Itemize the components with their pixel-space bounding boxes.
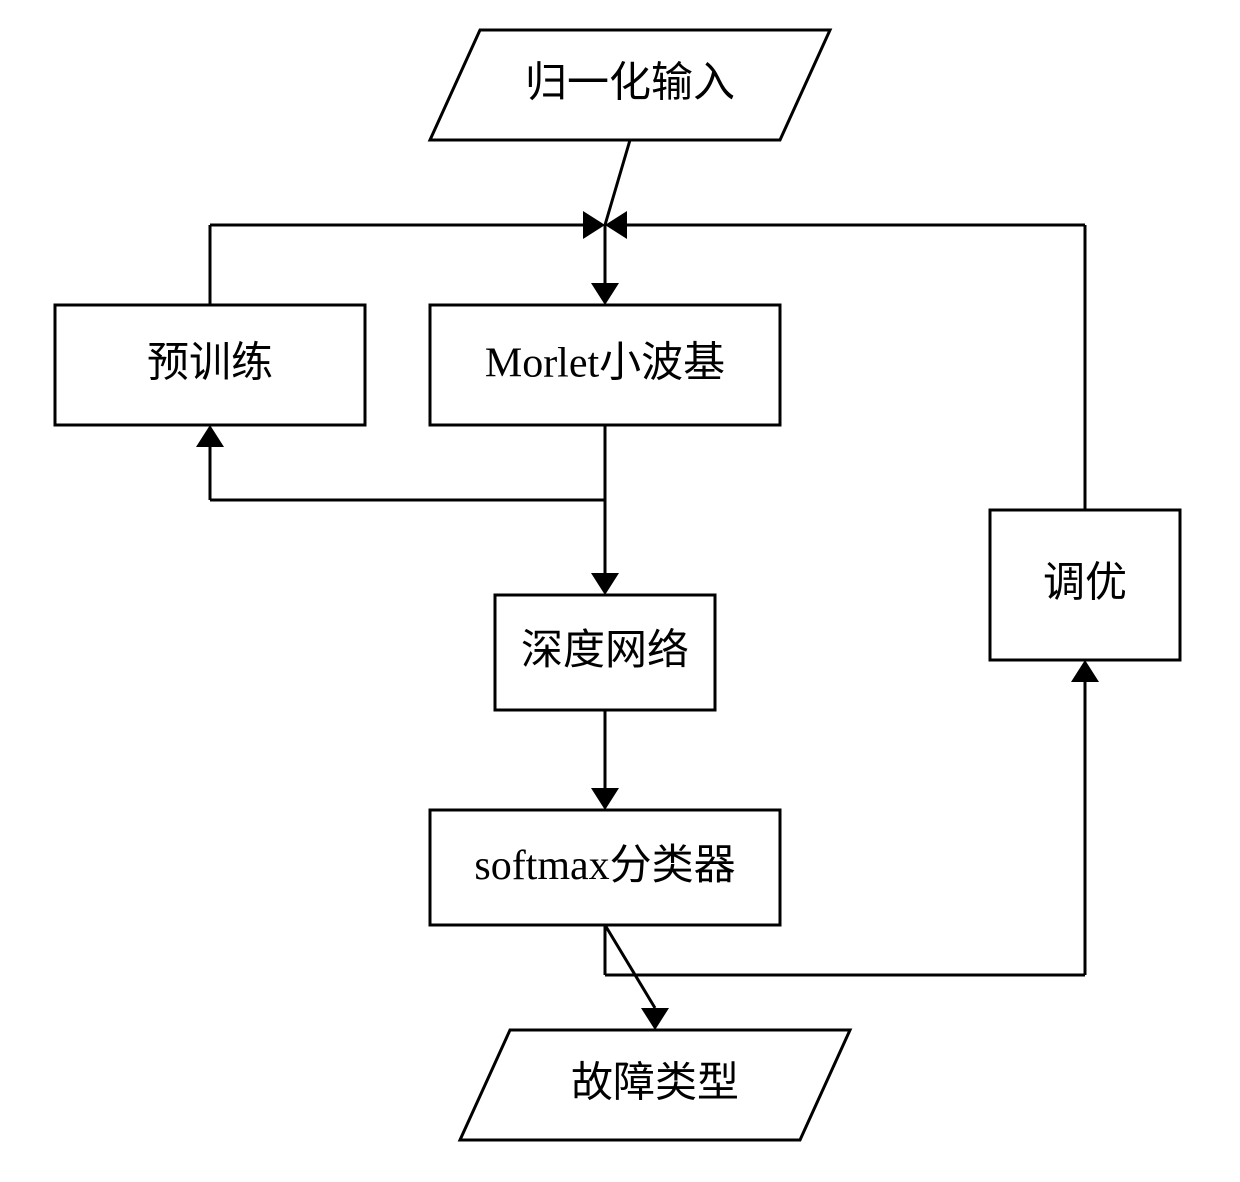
arrow-merge-morlet <box>591 283 619 305</box>
softmax-label: softmax分类器 <box>474 843 735 889</box>
arrow-pretrain-merge <box>583 211 605 239</box>
edge-softmax-fault <box>605 925 655 1008</box>
arrow-morlet-deepnet <box>591 573 619 595</box>
arrow-morlet-pretrain <box>196 425 224 447</box>
arrow-deepnet-softmax <box>591 788 619 810</box>
deepnet-label: 深度网络 <box>521 627 689 674</box>
arrow-softmax-tune <box>1071 660 1099 682</box>
pretrain-label: 预训练 <box>147 340 273 387</box>
fault-label: 故障类型 <box>571 1061 739 1107</box>
input-label: 归一化输入 <box>525 61 735 107</box>
tune-label: 调优 <box>1043 561 1127 607</box>
arrow-softmax-fault <box>641 1008 669 1030</box>
morlet-label: Morlet小波基 <box>485 341 725 387</box>
